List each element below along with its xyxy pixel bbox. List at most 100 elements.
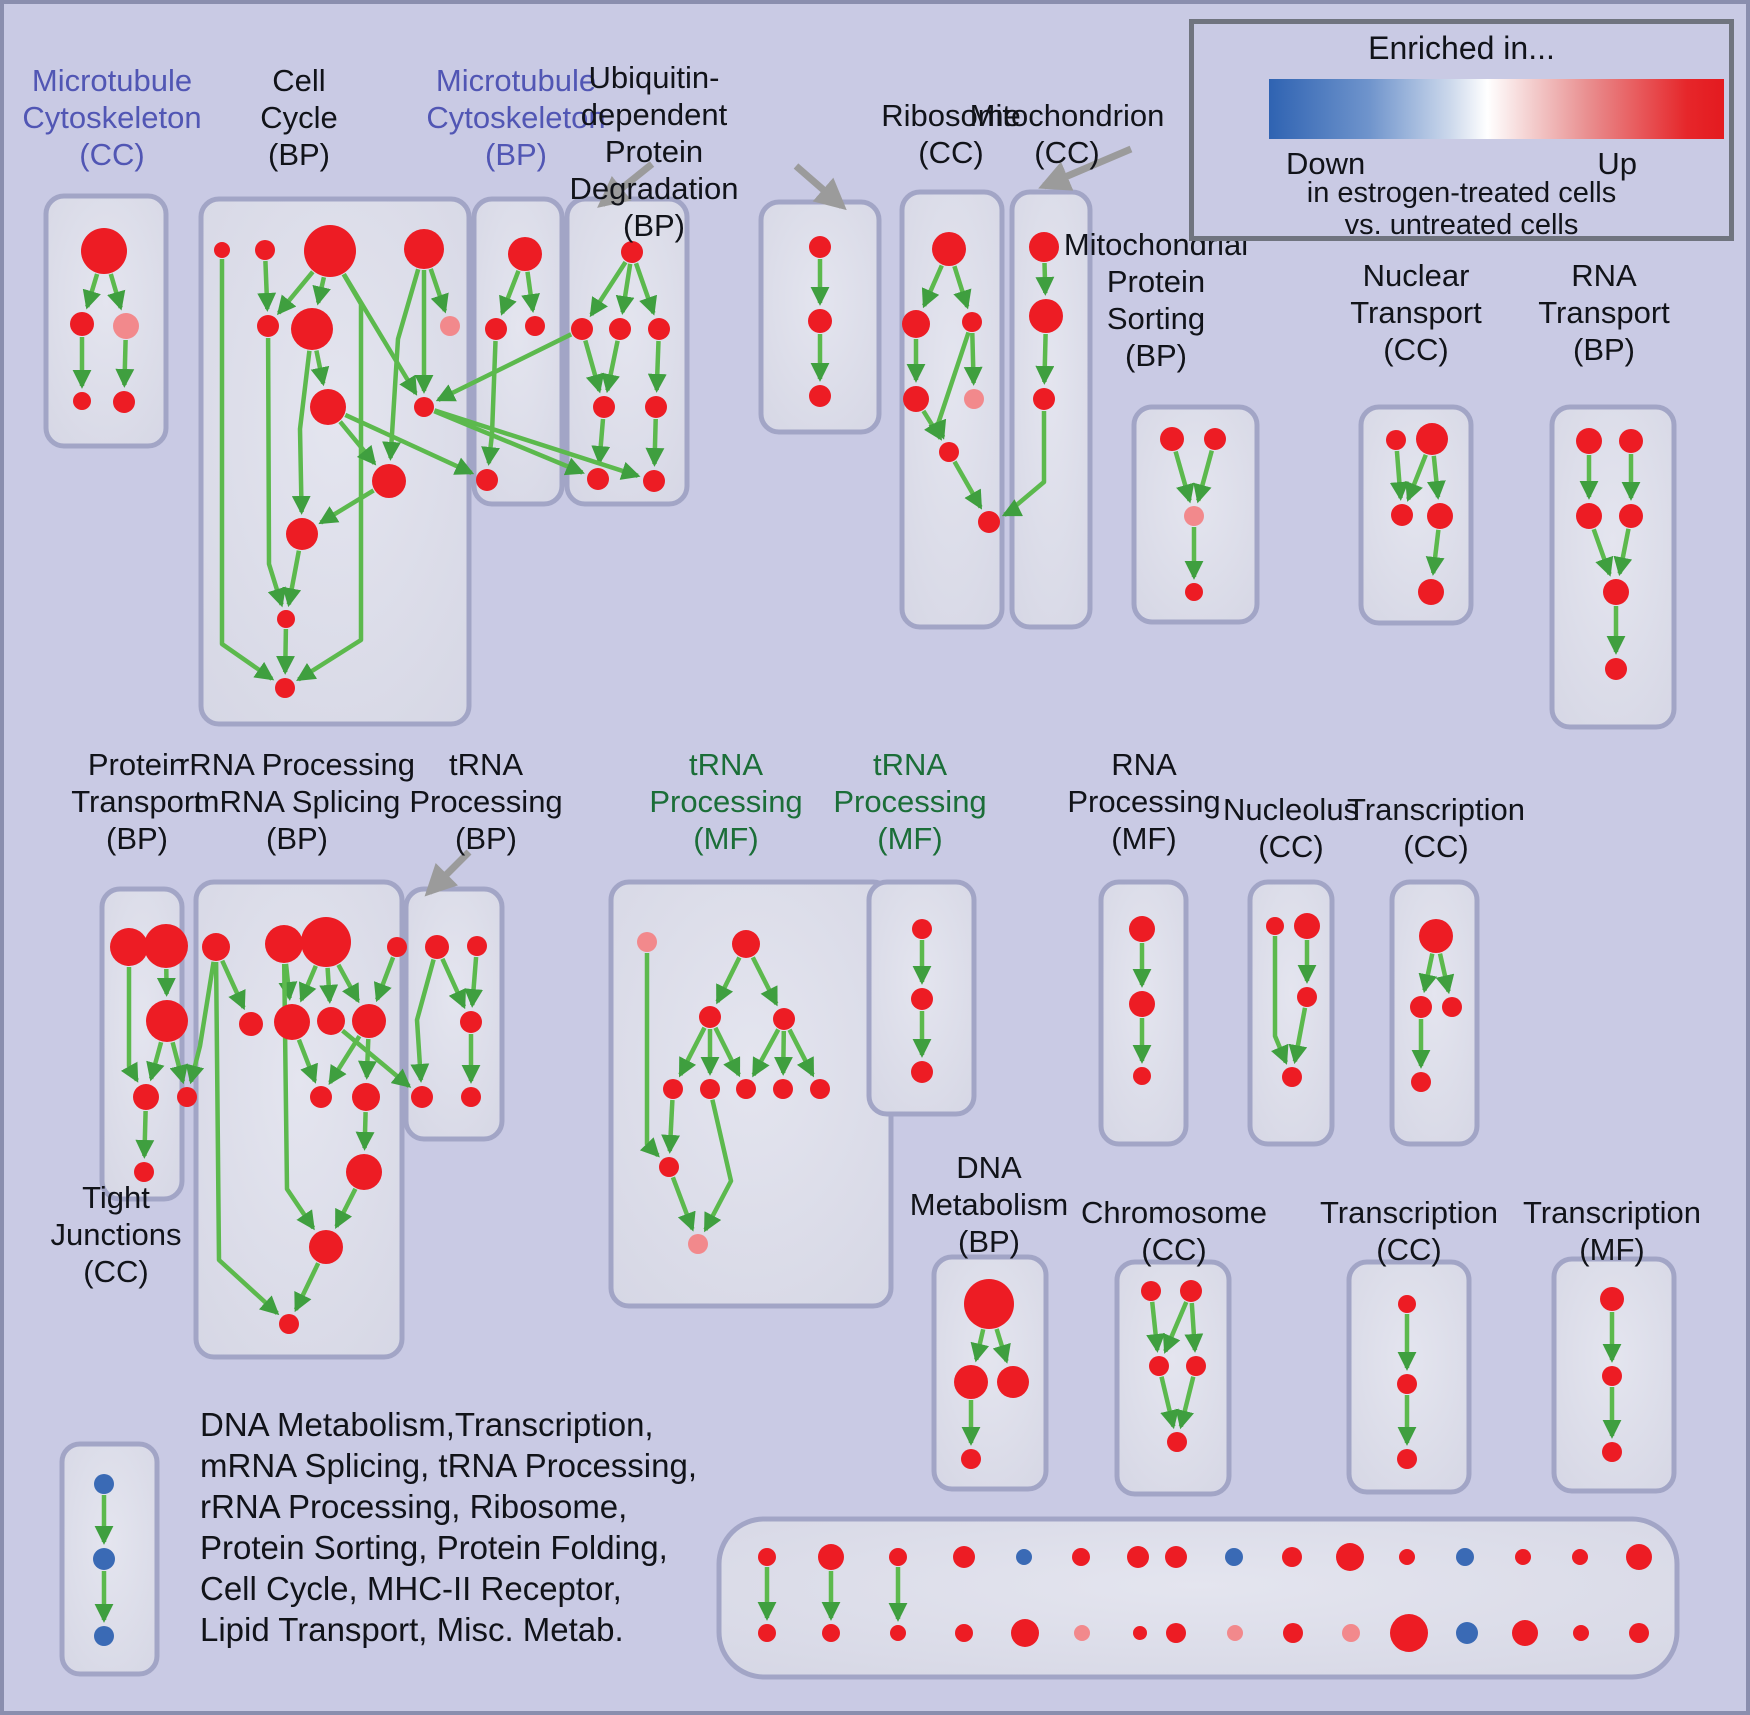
go-term-node — [239, 1012, 263, 1036]
edge-arrow — [296, 1038, 318, 1084]
go-term-node — [809, 385, 831, 407]
edge-arrow — [992, 1328, 1011, 1364]
edge-arrow — [633, 262, 658, 316]
go-term-node — [1166, 1623, 1186, 1643]
go-term-node — [822, 1624, 840, 1642]
edge-arrow — [120, 967, 139, 1083]
edge-arrow — [645, 418, 665, 467]
edge-arrow — [963, 332, 983, 386]
go-term-node — [1391, 504, 1413, 526]
edge-arrow — [265, 337, 286, 608]
go-term-node — [1294, 913, 1320, 939]
go-term-node — [1410, 996, 1432, 1018]
go-term-node — [1386, 430, 1406, 450]
label-pointer-arrow — [793, 163, 847, 211]
edge-arrow — [1173, 450, 1195, 504]
go-term-node — [1456, 1622, 1478, 1644]
go-term-node — [809, 236, 831, 258]
go-term-node — [637, 932, 657, 952]
go-term-node — [1600, 1287, 1624, 1311]
edge-arrow — [296, 273, 364, 682]
go-term-node — [94, 1474, 114, 1494]
go-term-node — [257, 315, 279, 337]
go-term-node — [177, 1087, 197, 1107]
edge-arrow — [601, 340, 620, 394]
edge-arrow — [298, 965, 318, 1003]
edge-arrow — [499, 269, 521, 316]
edge-arrow — [1389, 450, 1409, 501]
label-pointer-arrow — [597, 161, 655, 208]
go-term-node — [1342, 1624, 1360, 1642]
go-term-node — [978, 511, 1000, 533]
go-term-node — [1419, 919, 1453, 953]
cluster-box-mixed-terms-strip — [716, 1516, 1680, 1680]
edge-arrow — [1435, 953, 1455, 995]
edge-arrow — [1288, 1007, 1308, 1065]
go-term-node — [387, 937, 407, 957]
go-term-node — [1204, 428, 1226, 450]
go-term-node — [277, 610, 295, 628]
cluster-box-chromosome-cc — [1114, 1259, 1232, 1497]
go-term-node — [932, 232, 966, 266]
go-term-node — [1619, 429, 1643, 453]
edge-arrow — [293, 1262, 321, 1313]
go-term-node — [1573, 1625, 1589, 1641]
go-term-node — [911, 988, 933, 1010]
go-term-node — [301, 917, 351, 967]
go-term-node — [73, 392, 91, 410]
go-term-node — [1072, 1548, 1090, 1566]
go-term-node — [961, 1449, 981, 1469]
go-term-node — [110, 928, 148, 966]
edge-arrow — [433, 408, 641, 480]
edge-arrow — [357, 1038, 377, 1080]
legend-color-gradient-bar — [1269, 79, 1724, 139]
go-term-node — [1629, 1623, 1649, 1643]
edge-arrow — [310, 350, 330, 387]
edge-arrow — [341, 1028, 412, 1088]
go-term-node — [485, 318, 507, 340]
edge-arrow — [589, 260, 628, 318]
go-term-node — [352, 1004, 386, 1038]
edge-arrow — [336, 963, 360, 1004]
legend-note-line1: in estrogen-treated cells — [1306, 177, 1617, 209]
go-term-node — [94, 1626, 114, 1646]
go-term-node — [643, 470, 665, 492]
edge-arrow — [639, 953, 660, 1158]
edge-arrow — [382, 268, 421, 461]
go-term-node — [1133, 1067, 1151, 1085]
edge-arrow — [1426, 455, 1446, 500]
go-term-node — [1576, 503, 1602, 529]
edge-arrow — [1035, 333, 1055, 385]
edge-arrow — [213, 961, 280, 1316]
go-term-node — [291, 308, 333, 350]
go-term-node — [113, 391, 135, 413]
edge-arrow — [1425, 529, 1445, 576]
go-term-node — [1336, 1543, 1364, 1571]
go-term-node — [146, 1000, 188, 1042]
edge-arrow — [291, 350, 312, 515]
edge-arrow — [615, 263, 635, 316]
edges — [72, 259, 1641, 1623]
go-term-node — [346, 1154, 382, 1190]
go-term-node — [571, 318, 593, 340]
edge-arrow — [1193, 450, 1214, 504]
go-term-node — [1029, 232, 1059, 262]
go-term-node — [275, 678, 295, 698]
edge-arrow — [355, 1111, 375, 1151]
go-term-node — [525, 316, 545, 336]
go-term-node — [113, 313, 139, 339]
go-term-node — [587, 468, 609, 490]
edge-arrow — [1271, 936, 1289, 1065]
go-term-node — [476, 469, 498, 491]
edge-arrow — [921, 264, 944, 309]
go-term-node — [1011, 1619, 1039, 1647]
edge-arrow — [1591, 528, 1614, 577]
label-pointer-arrow — [424, 849, 472, 897]
go-term-node — [1227, 1625, 1243, 1641]
go-term-node — [1129, 916, 1155, 942]
go-term-node — [274, 1004, 310, 1040]
go-term-node — [1397, 1449, 1417, 1469]
go-term-node — [1411, 1072, 1431, 1092]
edge-arrow — [1184, 1302, 1204, 1353]
